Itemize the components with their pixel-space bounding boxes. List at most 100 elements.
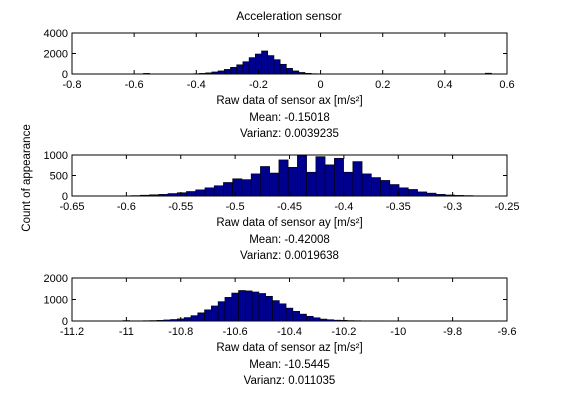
- x-tick-label: 0.4: [437, 79, 452, 91]
- histogram-bar: [343, 171, 354, 197]
- x-tick-label: -0.8: [63, 79, 82, 91]
- histogram-bar: [352, 161, 363, 197]
- histogram-bar: [176, 192, 187, 197]
- histogram-bar: [163, 319, 171, 322]
- histogram-bar: [417, 191, 428, 197]
- x-tick-label: -11.2: [60, 326, 84, 338]
- histogram-bar: [241, 179, 252, 197]
- histogram-bar: [211, 305, 219, 322]
- x-tick-label: 0: [318, 79, 324, 91]
- histogram-bar: [223, 182, 233, 197]
- y-tick-label: 1000: [44, 295, 68, 307]
- histogram-bar: [261, 50, 269, 75]
- x-tick-label: -10.2: [331, 326, 356, 338]
- histogram-bar: [204, 187, 215, 197]
- histogram-bar: [319, 318, 328, 322]
- histogram-bar: [306, 315, 314, 322]
- histogram-bar: [371, 177, 381, 197]
- x-tick-label: 0.6: [499, 79, 514, 91]
- histogram-bar: [217, 301, 226, 322]
- histogram-bar: [326, 319, 334, 322]
- x-tick-label: -0.5: [226, 201, 245, 213]
- histogram-bar: [238, 290, 246, 322]
- histogram-bar: [435, 194, 446, 197]
- histogram-bar: [292, 70, 300, 75]
- x-tick-label: -0.65: [59, 201, 84, 213]
- histogram-bar: [272, 300, 280, 322]
- histogram-bar: [267, 55, 275, 75]
- figure-title: Acceleration sensor: [236, 9, 341, 23]
- histogram-bar: [143, 73, 150, 75]
- x-tick-label: -0.45: [277, 201, 302, 213]
- histogram-bar: [304, 72, 312, 75]
- histogram-bar: [250, 173, 261, 197]
- histogram-bar: [251, 291, 260, 322]
- histogram-bar: [231, 292, 239, 322]
- histogram-bar: [186, 191, 197, 197]
- y-tick-label: 2000: [44, 49, 68, 61]
- histogram-bar: [230, 67, 237, 75]
- x-tick-label: -0.25: [494, 201, 519, 213]
- histogram-bar: [211, 71, 219, 75]
- histogram-bar: [190, 315, 199, 322]
- histogram-bar: [454, 195, 465, 197]
- histogram-bar: [204, 309, 212, 322]
- histogram-bar: [224, 297, 233, 322]
- histogram-bar: [426, 192, 437, 197]
- y-tick-label: 500: [50, 171, 68, 183]
- histogram-bar: [324, 164, 335, 197]
- histogram-bar: [199, 73, 206, 75]
- x-tick-label: -10.4: [277, 326, 302, 338]
- variance-label: Varianz: 0.0019638: [240, 250, 339, 262]
- histogram-bar: [139, 194, 150, 197]
- histogram-bar: [278, 159, 289, 197]
- histogram-bar: [279, 63, 287, 75]
- histogram-bar: [197, 312, 205, 322]
- histogram-bar: [306, 171, 317, 197]
- mean-label: Mean: -0.15018: [249, 112, 330, 124]
- histogram-bar: [361, 173, 372, 197]
- histogram-bar: [292, 311, 300, 322]
- x-tick-label: -0.6: [117, 201, 136, 213]
- histogram-bar: [287, 167, 298, 197]
- histogram-bar: [298, 72, 306, 75]
- histogram-bar: [273, 59, 281, 75]
- histogram-bar: [333, 319, 341, 322]
- histogram-bar: [245, 290, 253, 322]
- x-tick-label: -9.6: [498, 326, 517, 338]
- y-tick-label: 0: [62, 191, 68, 203]
- histogram-bar: [260, 166, 270, 197]
- histogram-bar: [195, 189, 206, 197]
- histogram-bar: [248, 57, 256, 75]
- y-tick-label: 2000: [44, 273, 68, 285]
- histogram-bar: [258, 293, 267, 322]
- histogram-bar: [278, 303, 287, 322]
- x-axis-label: Raw data of sensor az [m/s²]: [216, 342, 362, 354]
- histogram-bar: [149, 194, 160, 197]
- x-tick-label: -0.55: [168, 201, 193, 213]
- histogram-bar: [380, 180, 391, 197]
- histogram-bar: [408, 189, 418, 197]
- histogram-bar: [156, 320, 165, 322]
- x-axis-label: Raw data of sensor ax [m/s²]: [216, 95, 362, 107]
- histogram-bar: [286, 68, 293, 75]
- x-tick-label: -10.8: [168, 326, 193, 338]
- plot-area-1: [71, 32, 508, 75]
- y-tick-label: 0: [62, 316, 68, 328]
- x-tick-label: -0.3: [443, 201, 462, 213]
- histogram-bar: [170, 319, 178, 322]
- x-tick-label: -0.4: [187, 79, 206, 91]
- histogram-bar: [484, 72, 492, 75]
- variance-label: Varianz: 0.011035: [244, 375, 336, 387]
- histogram-bar: [444, 194, 455, 197]
- histogram-bar: [269, 172, 280, 197]
- x-tick-label: -9.8: [443, 326, 462, 338]
- x-tick-label: -10: [390, 326, 406, 338]
- x-axis-label: Raw data of sensor ay [m/s²]: [216, 217, 362, 229]
- x-tick-label: -10.6: [223, 326, 248, 338]
- histogram-bar: [389, 184, 400, 197]
- histogram-bar: [242, 61, 250, 75]
- histogram-bar: [312, 317, 321, 322]
- histogram-bar: [315, 156, 326, 197]
